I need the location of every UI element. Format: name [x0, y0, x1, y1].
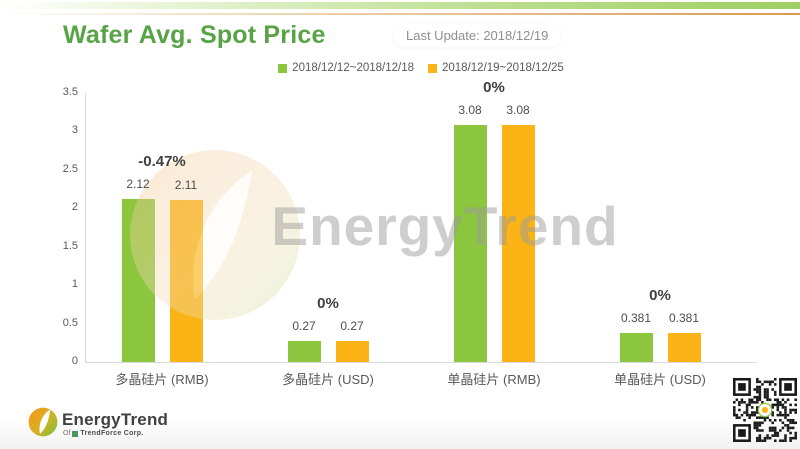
y-axis-tick-label: 3	[71, 124, 78, 137]
bar-value-label: 2.11	[174, 177, 198, 192]
brand-subtitle: Of TrendForce Corp.	[63, 430, 144, 437]
change-percent-label: 0%	[317, 295, 339, 313]
legend-item: 2018/12/19~2018/12/25	[428, 62, 564, 74]
bar-previous-week	[121, 199, 155, 362]
bar-previous-week	[619, 332, 653, 362]
y-axis-tick-label: 2	[71, 201, 78, 214]
legend-label: 2018/12/12~2018/12/18	[292, 62, 414, 74]
bar-current-week	[335, 341, 369, 362]
change-percent-label: 0%	[649, 286, 671, 304]
brand-sub-corp: TrendForce Corp.	[80, 430, 144, 437]
bar-value-label: 0.381	[620, 310, 652, 325]
legend-swatch-icon	[428, 63, 437, 73]
top-orange-strip	[0, 13, 800, 15]
qr-code	[733, 378, 797, 442]
category-label: 多晶硅片 (RMB)	[115, 372, 209, 387]
category-label: 单晶硅片 (USD)	[614, 372, 706, 387]
y-axis-tick-label: 0.5	[62, 316, 78, 329]
top-green-strip	[0, 2, 800, 9]
category-label: 多晶硅片 (USD)	[282, 372, 374, 387]
bar-previous-week	[453, 125, 487, 362]
chart-legend: 2018/12/12~2018/12/18 2018/12/19~2018/12/…	[85, 62, 757, 74]
y-axis-line	[85, 93, 86, 362]
bar-current-week	[667, 332, 701, 362]
bar-value-label: 0.27	[292, 319, 316, 334]
brand-sub-of: Of	[63, 430, 71, 437]
page-title: Wafer Avg. Spot Price	[63, 21, 326, 49]
bar-previous-week	[287, 341, 321, 362]
bar-value-label: 3.08	[506, 103, 530, 118]
legend-label: 2018/12/19~2018/12/25	[442, 62, 564, 74]
y-axis-tick-label: 1	[71, 278, 78, 291]
change-percent-label: -0.47%	[138, 153, 186, 171]
legend-swatch-icon	[278, 63, 288, 73]
bar-value-label: 0.381	[668, 310, 700, 325]
energytrend-logo-icon	[28, 407, 58, 437]
x-axis-line	[85, 362, 757, 363]
brand-name: EnergyTrend	[62, 410, 169, 429]
y-axis-tick-label: 0	[71, 355, 78, 367]
y-axis-tick-label: 1.5	[62, 239, 78, 252]
bar-current-week	[169, 199, 203, 362]
legend-item: 2018/12/12~2018/12/18	[278, 62, 414, 74]
last-update-badge: Last Update: 2018/12/19	[394, 24, 561, 47]
y-axis-tick-label: 2.5	[62, 162, 78, 175]
category-label: 单晶硅片 (RMB)	[447, 372, 541, 387]
bar-current-week	[501, 125, 535, 362]
change-percent-label: 0%	[483, 79, 505, 97]
bar-value-label: 0.27	[340, 319, 364, 334]
trendforce-square-icon	[72, 430, 79, 437]
bar-value-label: 3.08	[458, 103, 482, 118]
y-axis-tick-label: 3.5	[62, 86, 78, 98]
